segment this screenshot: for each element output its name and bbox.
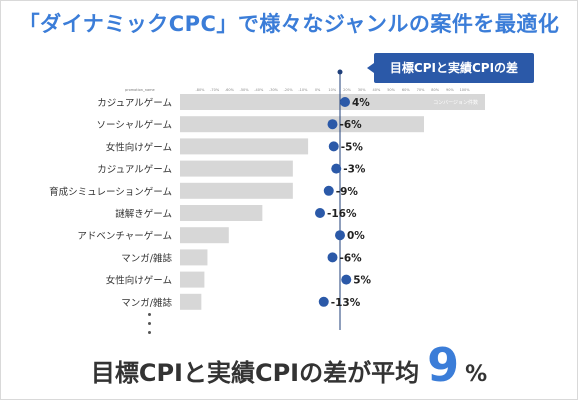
summary-number: 9 <box>427 338 460 392</box>
diff-point <box>341 274 352 285</box>
axis-tick: 90% <box>446 88 454 92</box>
diff-series: 4% -6% -5% -3% -9% -16% 0% -6% 5% -13% <box>315 97 372 309</box>
bar <box>180 271 205 288</box>
summary-text: 目標CPIと実績CPIの差が平均 <box>90 359 420 387</box>
bar <box>180 205 263 221</box>
axis-tick: 10% <box>328 88 336 92</box>
diff-point <box>328 141 339 152</box>
axis-tick: -70% <box>210 88 220 92</box>
diff-label: -6% <box>340 119 363 131</box>
diff-label: -13% <box>331 297 361 309</box>
category-label: ソーシャルゲーム <box>96 119 172 131</box>
axis-tick: -30% <box>269 88 279 92</box>
axis-tick: 60% <box>402 88 410 92</box>
diff-point <box>327 119 338 130</box>
bar-series-label: コンバージョン件数 <box>433 99 478 106</box>
axis-tick: -40% <box>254 88 264 92</box>
diff-label: -16% <box>327 208 357 220</box>
category-label: カジュアルゲーム <box>97 97 172 109</box>
axis-tick: 0% <box>315 88 321 92</box>
axis-tick: 70% <box>417 88 425 92</box>
diff-label: 4% <box>352 97 370 109</box>
axis-tick: -50% <box>240 88 250 92</box>
axis-tick: 20% <box>343 88 351 92</box>
category-label: アドベンチャーゲーム <box>77 230 172 242</box>
diff-label: -6% <box>340 252 363 264</box>
axis-tick: 80% <box>431 88 439 92</box>
bar <box>180 249 208 266</box>
bar <box>180 138 309 155</box>
zero-line <box>337 69 343 330</box>
bar-series: コンバージョン件数 <box>180 94 485 310</box>
diff-label: 5% <box>353 275 371 287</box>
axis-tick: 30% <box>358 88 366 92</box>
axis-tick: 40% <box>373 88 381 92</box>
diff-label: -9% <box>336 186 359 198</box>
bar <box>180 116 424 133</box>
target-vs-actual-callout: 目標CPIと実績CPIの差 <box>367 53 534 83</box>
headline: 「ダイナミックCPC」で様々なジャンルの案件を最適化 <box>18 12 560 36</box>
axis-tick: -20% <box>284 88 294 92</box>
diff-label: 0% <box>347 230 365 242</box>
diff-point <box>323 185 334 196</box>
category-label: 育成シミュレーションゲーム <box>49 186 172 198</box>
bar <box>180 160 293 177</box>
zero-line-marker <box>337 69 343 75</box>
diff-point <box>340 97 350 107</box>
category-label: カジュアルゲーム <box>97 164 172 176</box>
category-label: 謎解きゲーム <box>115 208 172 220</box>
diff-label: -3% <box>343 164 366 176</box>
diff-label: -5% <box>341 141 364 153</box>
category-label: 女性向けゲーム <box>106 275 172 287</box>
category-labels: カジュアルゲームソーシャルゲーム女性向けゲームカジュアルゲーム育成シミュレーショ… <box>49 97 172 309</box>
diff-point <box>315 208 325 218</box>
bar <box>180 94 485 110</box>
diff-point <box>318 296 329 307</box>
axis-tick: -60% <box>225 88 235 92</box>
diff-point <box>331 163 342 174</box>
top-axis: promotion_name -80% -70% -60% -50% -40% -30% -2… <box>125 88 470 92</box>
diff-point <box>335 230 345 241</box>
axis-header: promotion_name <box>125 88 155 92</box>
bar <box>180 182 293 199</box>
summary: 目標CPIと実績CPIの差が平均 9% <box>0 338 578 392</box>
bar <box>180 227 229 244</box>
bar <box>180 293 202 310</box>
category-label: マンガ/雑誌 <box>121 252 172 264</box>
diff-point <box>327 252 338 263</box>
axis-tick: -10% <box>298 88 308 92</box>
axis-tick: -80% <box>195 88 205 92</box>
category-label: マンガ/雑誌 <box>121 297 172 309</box>
axis-tick: 50% <box>387 88 395 92</box>
category-label: 女性向けゲーム <box>106 141 172 153</box>
axis-tick: 100% <box>460 88 471 92</box>
summary-unit: % <box>465 362 488 387</box>
continuation-dots <box>144 313 154 340</box>
